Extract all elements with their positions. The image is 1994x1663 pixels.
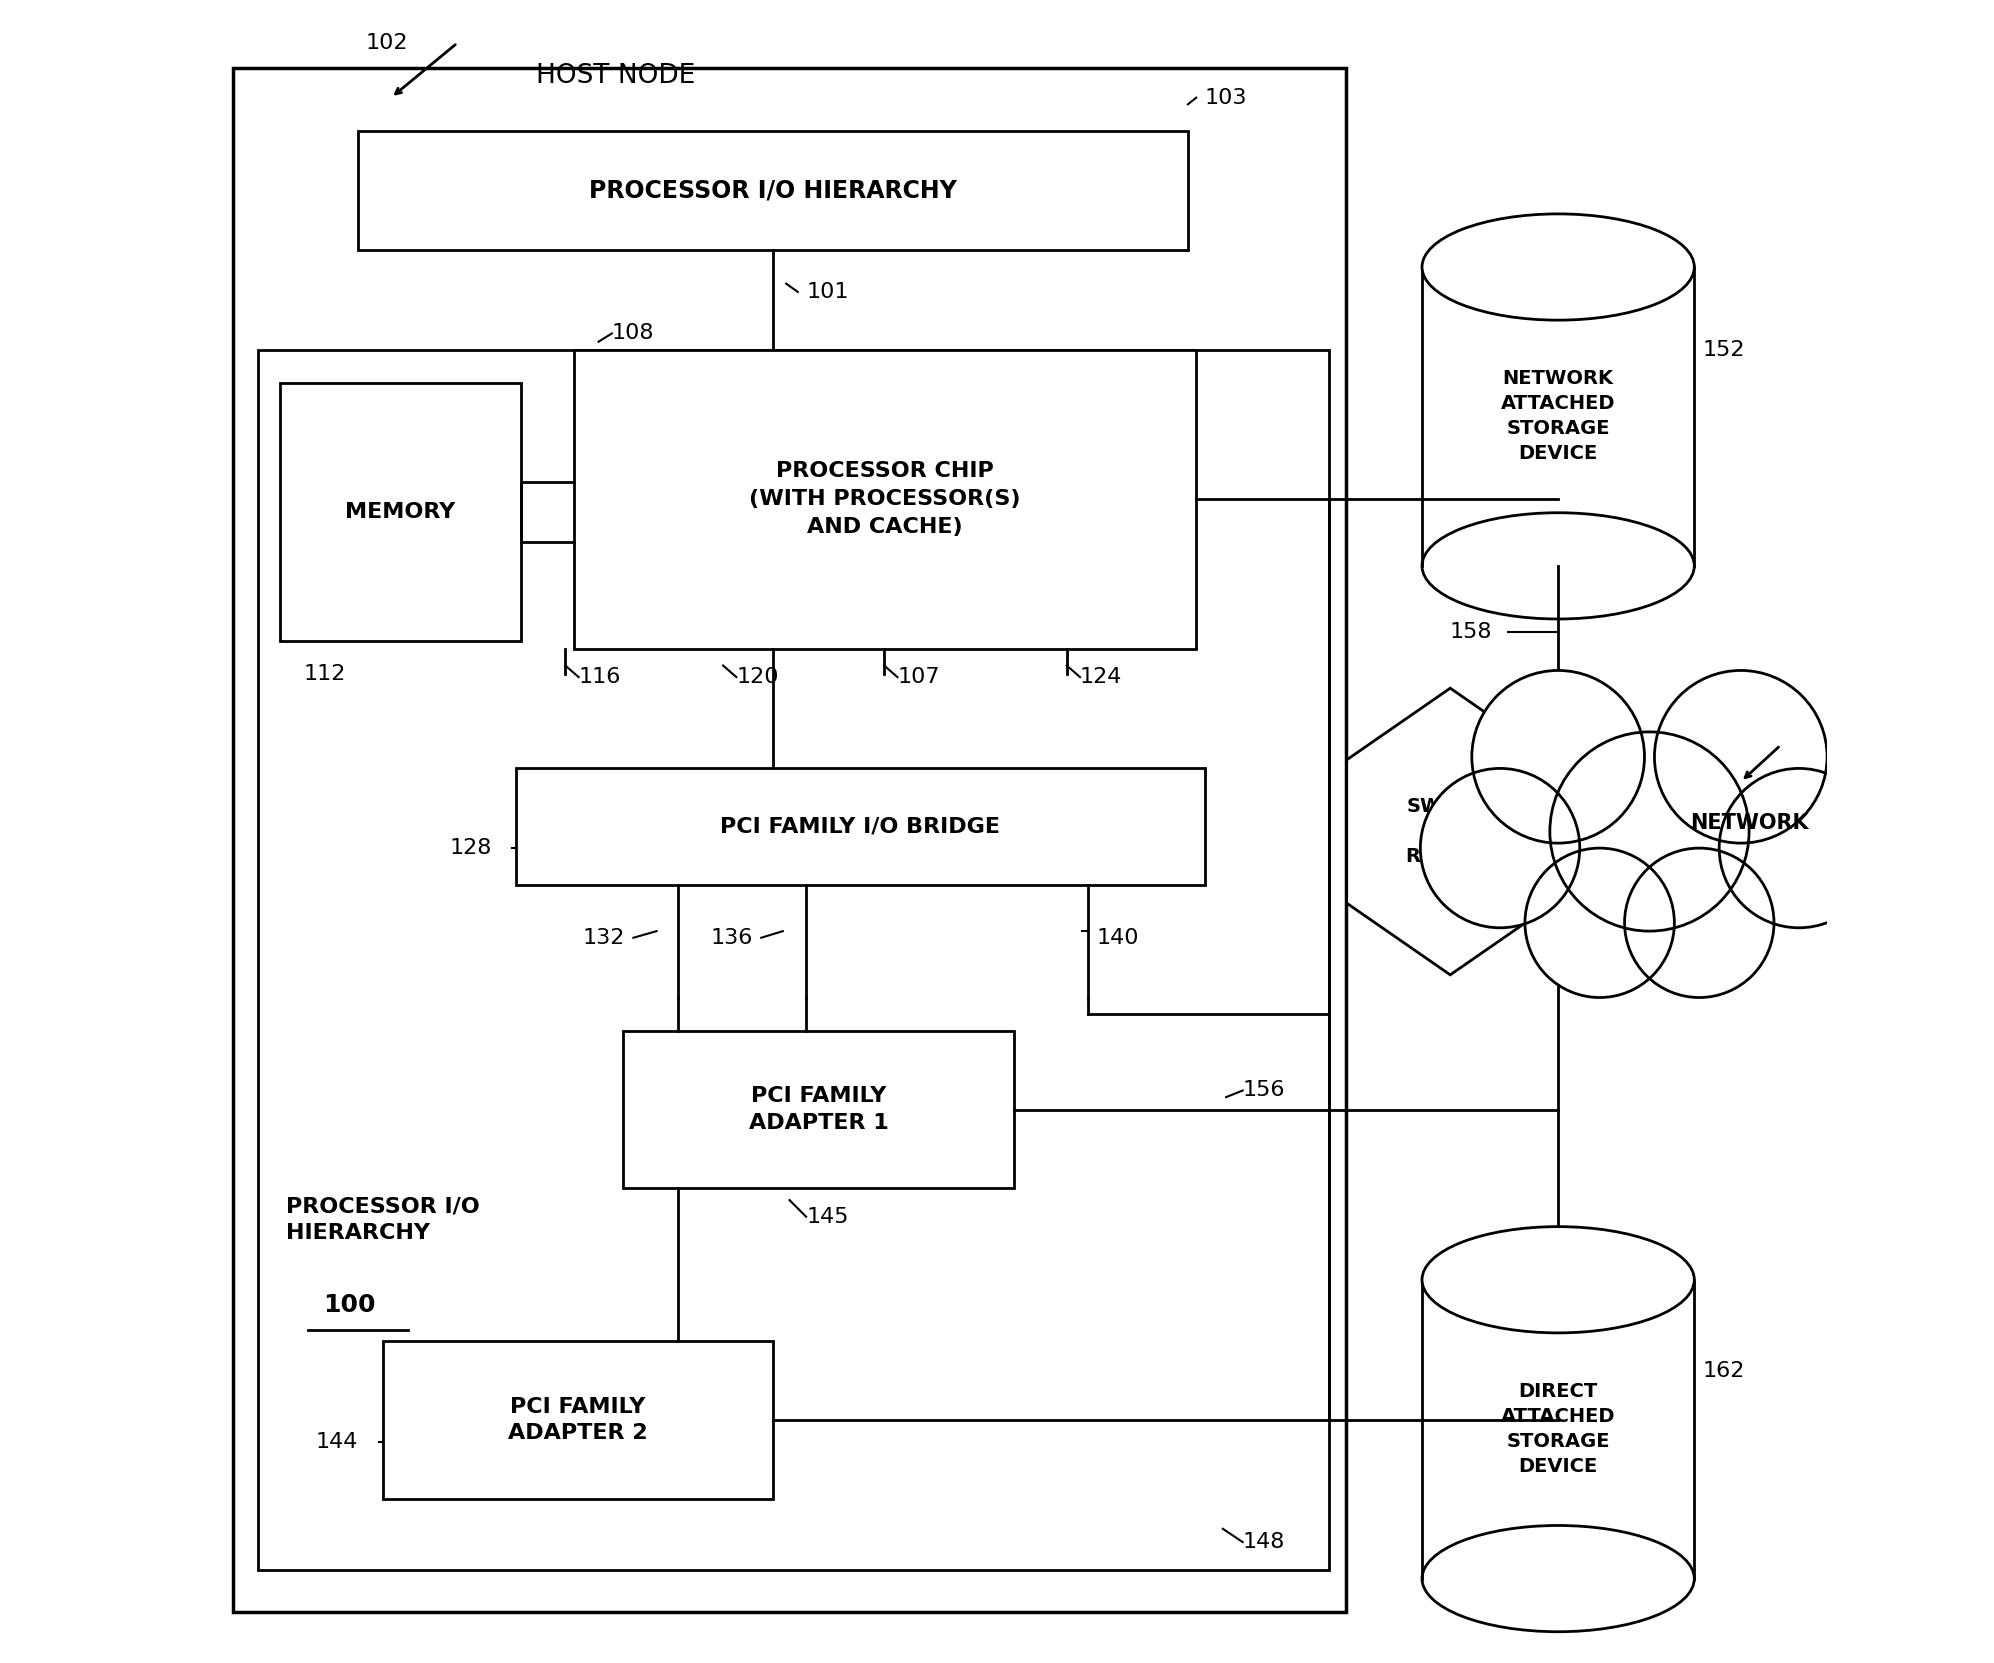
Bar: [257, 349, 1330, 1570]
Circle shape: [1549, 732, 1749, 931]
Circle shape: [1420, 768, 1579, 928]
Text: 156: 156: [1242, 1081, 1286, 1101]
Ellipse shape: [1422, 1227, 1695, 1332]
Circle shape: [1525, 848, 1675, 998]
Text: 140: 140: [1097, 928, 1139, 948]
Text: 128: 128: [451, 838, 493, 858]
Bar: [233, 68, 1346, 1611]
Circle shape: [1625, 848, 1775, 998]
Text: 108: 108: [612, 323, 654, 344]
Text: PCI FAMILY
ADAPTER 2: PCI FAMILY ADAPTER 2: [508, 1397, 648, 1443]
Bar: [383, 1340, 774, 1498]
Text: 160: 160: [1581, 888, 1623, 908]
Text: 103: 103: [1204, 88, 1246, 108]
Text: NETWORK
ATTACHED
STORAGE
DEVICE: NETWORK ATTACHED STORAGE DEVICE: [1501, 369, 1615, 464]
Text: 124: 124: [1081, 667, 1123, 687]
Bar: [357, 131, 1188, 251]
Text: DIRECT
ATTACHED
STORAGE
DEVICE: DIRECT ATTACHED STORAGE DEVICE: [1501, 1382, 1615, 1477]
Circle shape: [1472, 670, 1645, 843]
Text: 144: 144: [315, 1432, 357, 1452]
Polygon shape: [1346, 688, 1553, 975]
Text: HOST NODE: HOST NODE: [536, 63, 694, 90]
Text: 162: 162: [1703, 1360, 1745, 1380]
Text: 136: 136: [710, 928, 754, 948]
Text: 148: 148: [1242, 1532, 1284, 1552]
Text: 164: 164: [1785, 730, 1828, 750]
Bar: [516, 768, 1204, 885]
Text: 107: 107: [897, 667, 939, 687]
Text: 100: 100: [323, 1292, 375, 1317]
Text: 120: 120: [736, 667, 780, 687]
Ellipse shape: [1422, 215, 1695, 321]
Bar: [624, 1031, 1013, 1189]
Text: 102: 102: [365, 33, 407, 53]
Text: 152: 152: [1703, 339, 1745, 359]
Text: PROCESSOR I/O
HIERARCHY: PROCESSOR I/O HIERARCHY: [287, 1197, 481, 1244]
Text: 101: 101: [806, 283, 849, 303]
Text: 158: 158: [1450, 622, 1492, 642]
Text: MEMORY: MEMORY: [345, 502, 455, 522]
Text: NETWORK: NETWORK: [1689, 813, 1809, 833]
Circle shape: [1655, 670, 1827, 843]
Text: 112: 112: [303, 664, 345, 683]
Text: PROCESSOR I/O HIERARCHY: PROCESSOR I/O HIERARCHY: [588, 178, 957, 203]
Bar: [1422, 1281, 1695, 1578]
Text: 132: 132: [582, 928, 624, 948]
Text: PROCESSOR CHIP
(WITH PROCESSOR(S)
AND CACHE): PROCESSOR CHIP (WITH PROCESSOR(S) AND CA…: [750, 461, 1021, 537]
Text: PCI FAMILY
ADAPTER 1: PCI FAMILY ADAPTER 1: [748, 1086, 889, 1133]
Text: PCI FAMILY I/O BRIDGE: PCI FAMILY I/O BRIDGE: [720, 817, 1001, 836]
Text: 116: 116: [578, 667, 620, 687]
Bar: [279, 382, 520, 640]
Bar: [1422, 268, 1695, 565]
Circle shape: [1719, 768, 1878, 928]
Text: SWITCH
OR
ROUTER: SWITCH OR ROUTER: [1406, 797, 1496, 866]
Text: 145: 145: [806, 1207, 849, 1227]
Bar: [574, 349, 1196, 649]
